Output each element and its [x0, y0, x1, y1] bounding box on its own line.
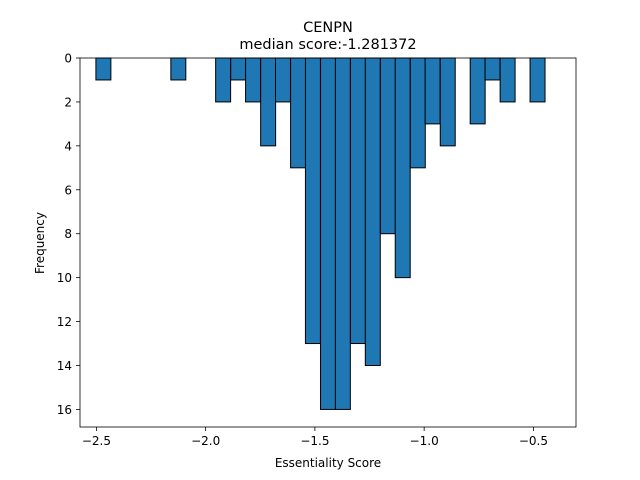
x-tick-label: −2.5 [82, 434, 111, 448]
histogram-bar [215, 57, 232, 103]
histogram-bar [95, 57, 112, 81]
y-axis: 0 2 4 6 8 10 12 14 16 [57, 52, 80, 417]
chart-subtitle: median score:-1.281372 [239, 37, 416, 53]
y-tick-label: 8 [64, 227, 72, 241]
histogram-bar [424, 57, 441, 125]
histogram-bar [439, 57, 456, 147]
histogram-bar [245, 57, 262, 103]
histogram-bar [409, 57, 426, 169]
x-tick-label: −1.0 [410, 434, 439, 448]
bars-group [95, 57, 546, 410]
y-tick-label: 14 [57, 359, 72, 373]
plot-frame [79, 57, 577, 428]
histogram-bar [349, 57, 366, 345]
histogram-bar [499, 57, 516, 103]
x-tick-label: −1.5 [300, 434, 329, 448]
x-tick-label: −2.0 [191, 434, 220, 448]
histogram-bar [320, 57, 336, 410]
histogram-bar [260, 57, 277, 147]
chart-title: CENPN [303, 20, 353, 36]
x-axis: −2.5 −2.0 −1.5 −1.0 −0.5 [82, 427, 548, 448]
y-tick-label: 4 [64, 139, 72, 153]
y-tick-label: 10 [57, 271, 72, 285]
y-tick-label: 16 [57, 403, 72, 417]
histogram-bar [275, 57, 291, 103]
histogram-bar [469, 57, 486, 125]
histogram-bar [290, 57, 307, 169]
x-axis-label: Essentiality Score [275, 456, 381, 470]
histogram-bar [334, 57, 351, 410]
histogram-bar [230, 57, 247, 81]
histogram-bar [379, 57, 396, 235]
histogram-bar [304, 57, 321, 345]
histogram-bar [394, 57, 411, 279]
histogram-bar [170, 57, 187, 81]
y-axis-label: Frequency [33, 212, 47, 274]
histogram-bar [364, 57, 381, 366]
histogram-bar [529, 57, 546, 103]
x-tick-label: −0.5 [519, 434, 548, 448]
histogram-bar [484, 57, 501, 81]
y-tick-label: 12 [57, 315, 72, 329]
y-tick-label: 6 [64, 183, 72, 197]
y-tick-label: 0 [64, 52, 72, 66]
y-tick-label: 2 [64, 95, 72, 109]
